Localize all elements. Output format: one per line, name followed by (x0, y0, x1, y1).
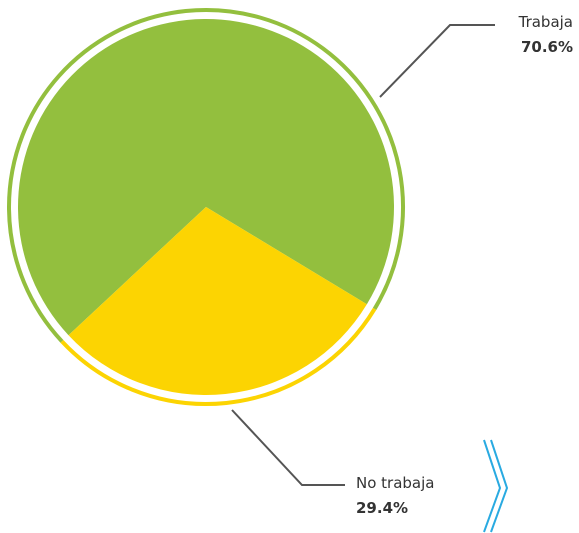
chevron-icon (483, 439, 509, 533)
slice-label: No trabaja (356, 474, 434, 492)
pie-ring (7, 8, 405, 343)
leader-line (231, 409, 345, 486)
pie (7, 8, 405, 406)
slice-label: Trabaja (518, 13, 573, 31)
slice-value-label: 29.4% (356, 499, 408, 517)
pie-ring (60, 307, 377, 406)
pie-slice (17, 18, 394, 336)
pie-slice (68, 207, 367, 396)
leader-line (379, 24, 495, 98)
slice-value-label: 70.6% (521, 38, 573, 56)
